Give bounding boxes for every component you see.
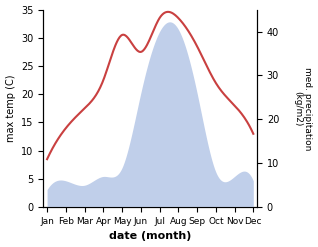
Y-axis label: max temp (C): max temp (C) xyxy=(5,75,16,142)
Y-axis label: med. precipitation
(kg/m2): med. precipitation (kg/m2) xyxy=(293,67,313,150)
X-axis label: date (month): date (month) xyxy=(109,231,191,242)
